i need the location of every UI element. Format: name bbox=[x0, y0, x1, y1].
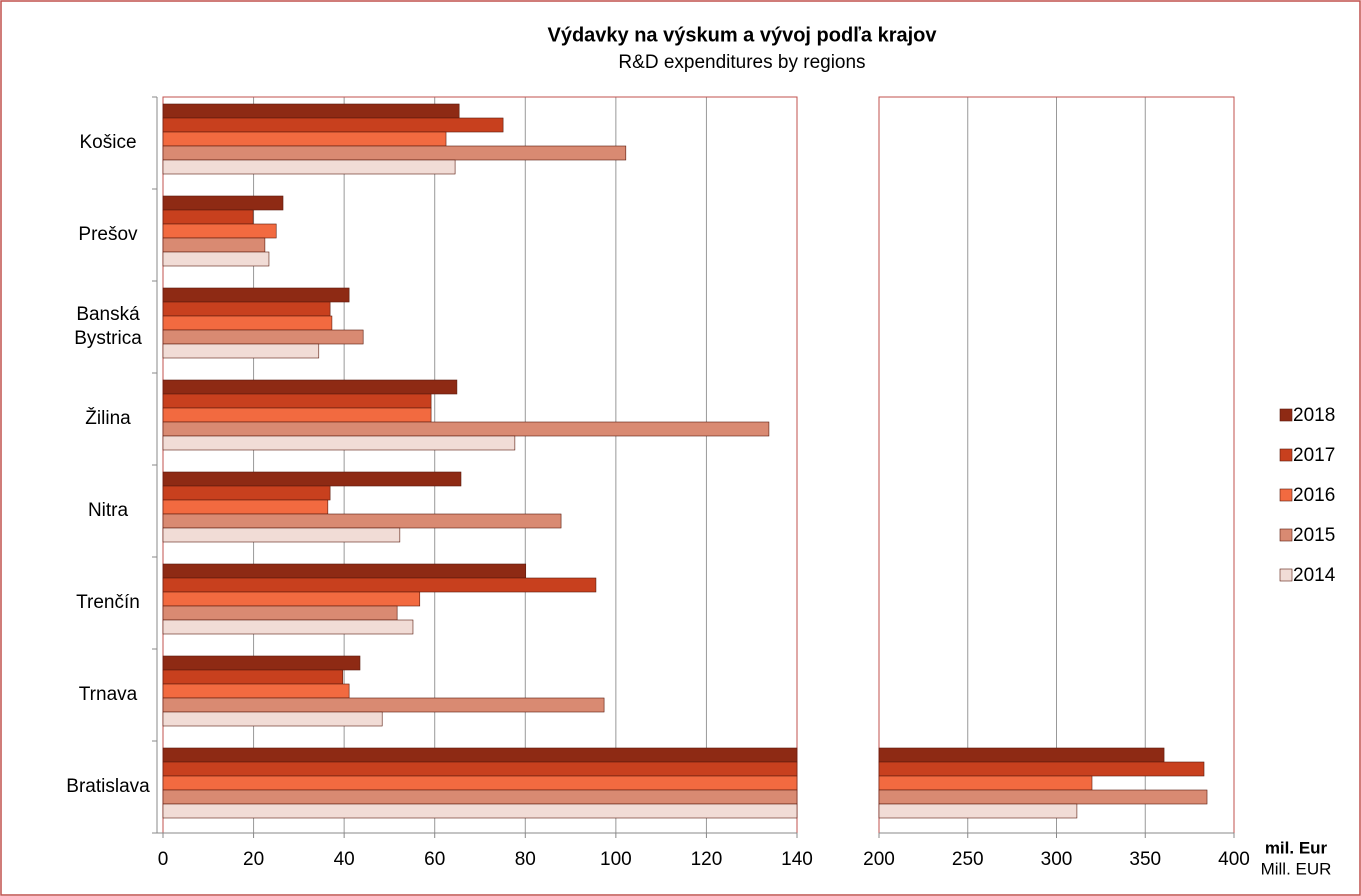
bar bbox=[162, 527, 401, 543]
bar bbox=[162, 683, 350, 699]
x-axis-label-en: Mill. EUR bbox=[1261, 859, 1332, 878]
y-tick-label: Trnava bbox=[78, 684, 138, 705]
bar bbox=[162, 669, 344, 685]
bar bbox=[162, 237, 266, 253]
bar bbox=[878, 761, 1205, 777]
x-tick-label: 60 bbox=[424, 849, 445, 870]
bar bbox=[162, 803, 798, 819]
legend-label: 2016 bbox=[1293, 485, 1335, 506]
x-tick-label: 80 bbox=[515, 849, 536, 870]
bar bbox=[162, 343, 320, 359]
bar bbox=[162, 117, 504, 133]
bar bbox=[878, 775, 1093, 791]
x-tick-label: 250 bbox=[952, 849, 984, 870]
bar bbox=[162, 775, 798, 791]
bar bbox=[162, 131, 447, 147]
x-tick-label: 200 bbox=[863, 849, 895, 870]
x-tick-label: 40 bbox=[334, 849, 355, 870]
y-tick-label: Trenčín bbox=[76, 592, 140, 613]
bar bbox=[162, 513, 562, 529]
bar bbox=[162, 499, 329, 515]
bar bbox=[878, 803, 1078, 819]
bar bbox=[162, 407, 432, 423]
y-tick-label: Nitra bbox=[87, 500, 129, 521]
bar bbox=[162, 761, 798, 777]
bar bbox=[162, 747, 798, 763]
legend-label: 2015 bbox=[1293, 525, 1335, 546]
y-tick-label: Košice bbox=[79, 132, 137, 153]
bar bbox=[162, 379, 458, 395]
legend-swatch bbox=[1279, 448, 1293, 462]
bar bbox=[162, 655, 361, 671]
bar bbox=[878, 789, 1208, 805]
bar bbox=[162, 145, 627, 161]
bar bbox=[878, 747, 1165, 763]
x-tick-label: 140 bbox=[781, 849, 813, 870]
bar bbox=[162, 159, 456, 175]
x-axis-label: mil. Eur bbox=[1265, 838, 1328, 857]
legend-label: 2017 bbox=[1293, 445, 1335, 466]
x-tick-label: 100 bbox=[600, 849, 632, 870]
bar bbox=[162, 619, 414, 635]
bar bbox=[162, 223, 277, 239]
chart-subtitle: R&D expenditures by regions bbox=[618, 52, 865, 73]
bar bbox=[162, 435, 516, 451]
x-tick-label: 0 bbox=[158, 849, 169, 870]
bar bbox=[162, 251, 270, 267]
bar bbox=[162, 209, 254, 225]
bar bbox=[162, 485, 331, 501]
y-tick-label: Žilina bbox=[85, 408, 131, 429]
chart-title: Výdavky na výskum a vývoj podľa krajov bbox=[547, 24, 937, 46]
legend-swatch bbox=[1279, 528, 1293, 542]
bar bbox=[162, 329, 364, 345]
bar bbox=[162, 697, 605, 713]
y-tick-label: Bratislava bbox=[66, 776, 150, 797]
x-tick-label: 120 bbox=[691, 849, 723, 870]
bar bbox=[162, 605, 398, 621]
bar bbox=[162, 103, 460, 119]
bar bbox=[162, 315, 333, 331]
y-tick-label: Banská Bystrica bbox=[74, 304, 142, 349]
bar bbox=[162, 789, 798, 805]
bar bbox=[162, 577, 597, 593]
bar bbox=[162, 195, 284, 211]
bar bbox=[162, 393, 432, 409]
bar bbox=[162, 591, 421, 607]
legend-label: 2018 bbox=[1293, 405, 1335, 426]
x-tick-label: 300 bbox=[1041, 849, 1073, 870]
legend-swatch bbox=[1279, 568, 1293, 582]
bar bbox=[162, 421, 770, 437]
legend-swatch bbox=[1279, 488, 1293, 502]
bar bbox=[162, 711, 383, 727]
legend-label: 2014 bbox=[1293, 565, 1336, 586]
legend-swatch bbox=[1279, 408, 1293, 422]
y-tick-label: Prešov bbox=[78, 224, 138, 245]
bar bbox=[162, 471, 462, 487]
x-tick-label: 20 bbox=[243, 849, 264, 870]
bar bbox=[162, 563, 527, 579]
x-tick-label: 350 bbox=[1129, 849, 1161, 870]
bar bbox=[162, 287, 350, 303]
x-tick-label: 400 bbox=[1218, 849, 1250, 870]
bar bbox=[162, 301, 331, 317]
